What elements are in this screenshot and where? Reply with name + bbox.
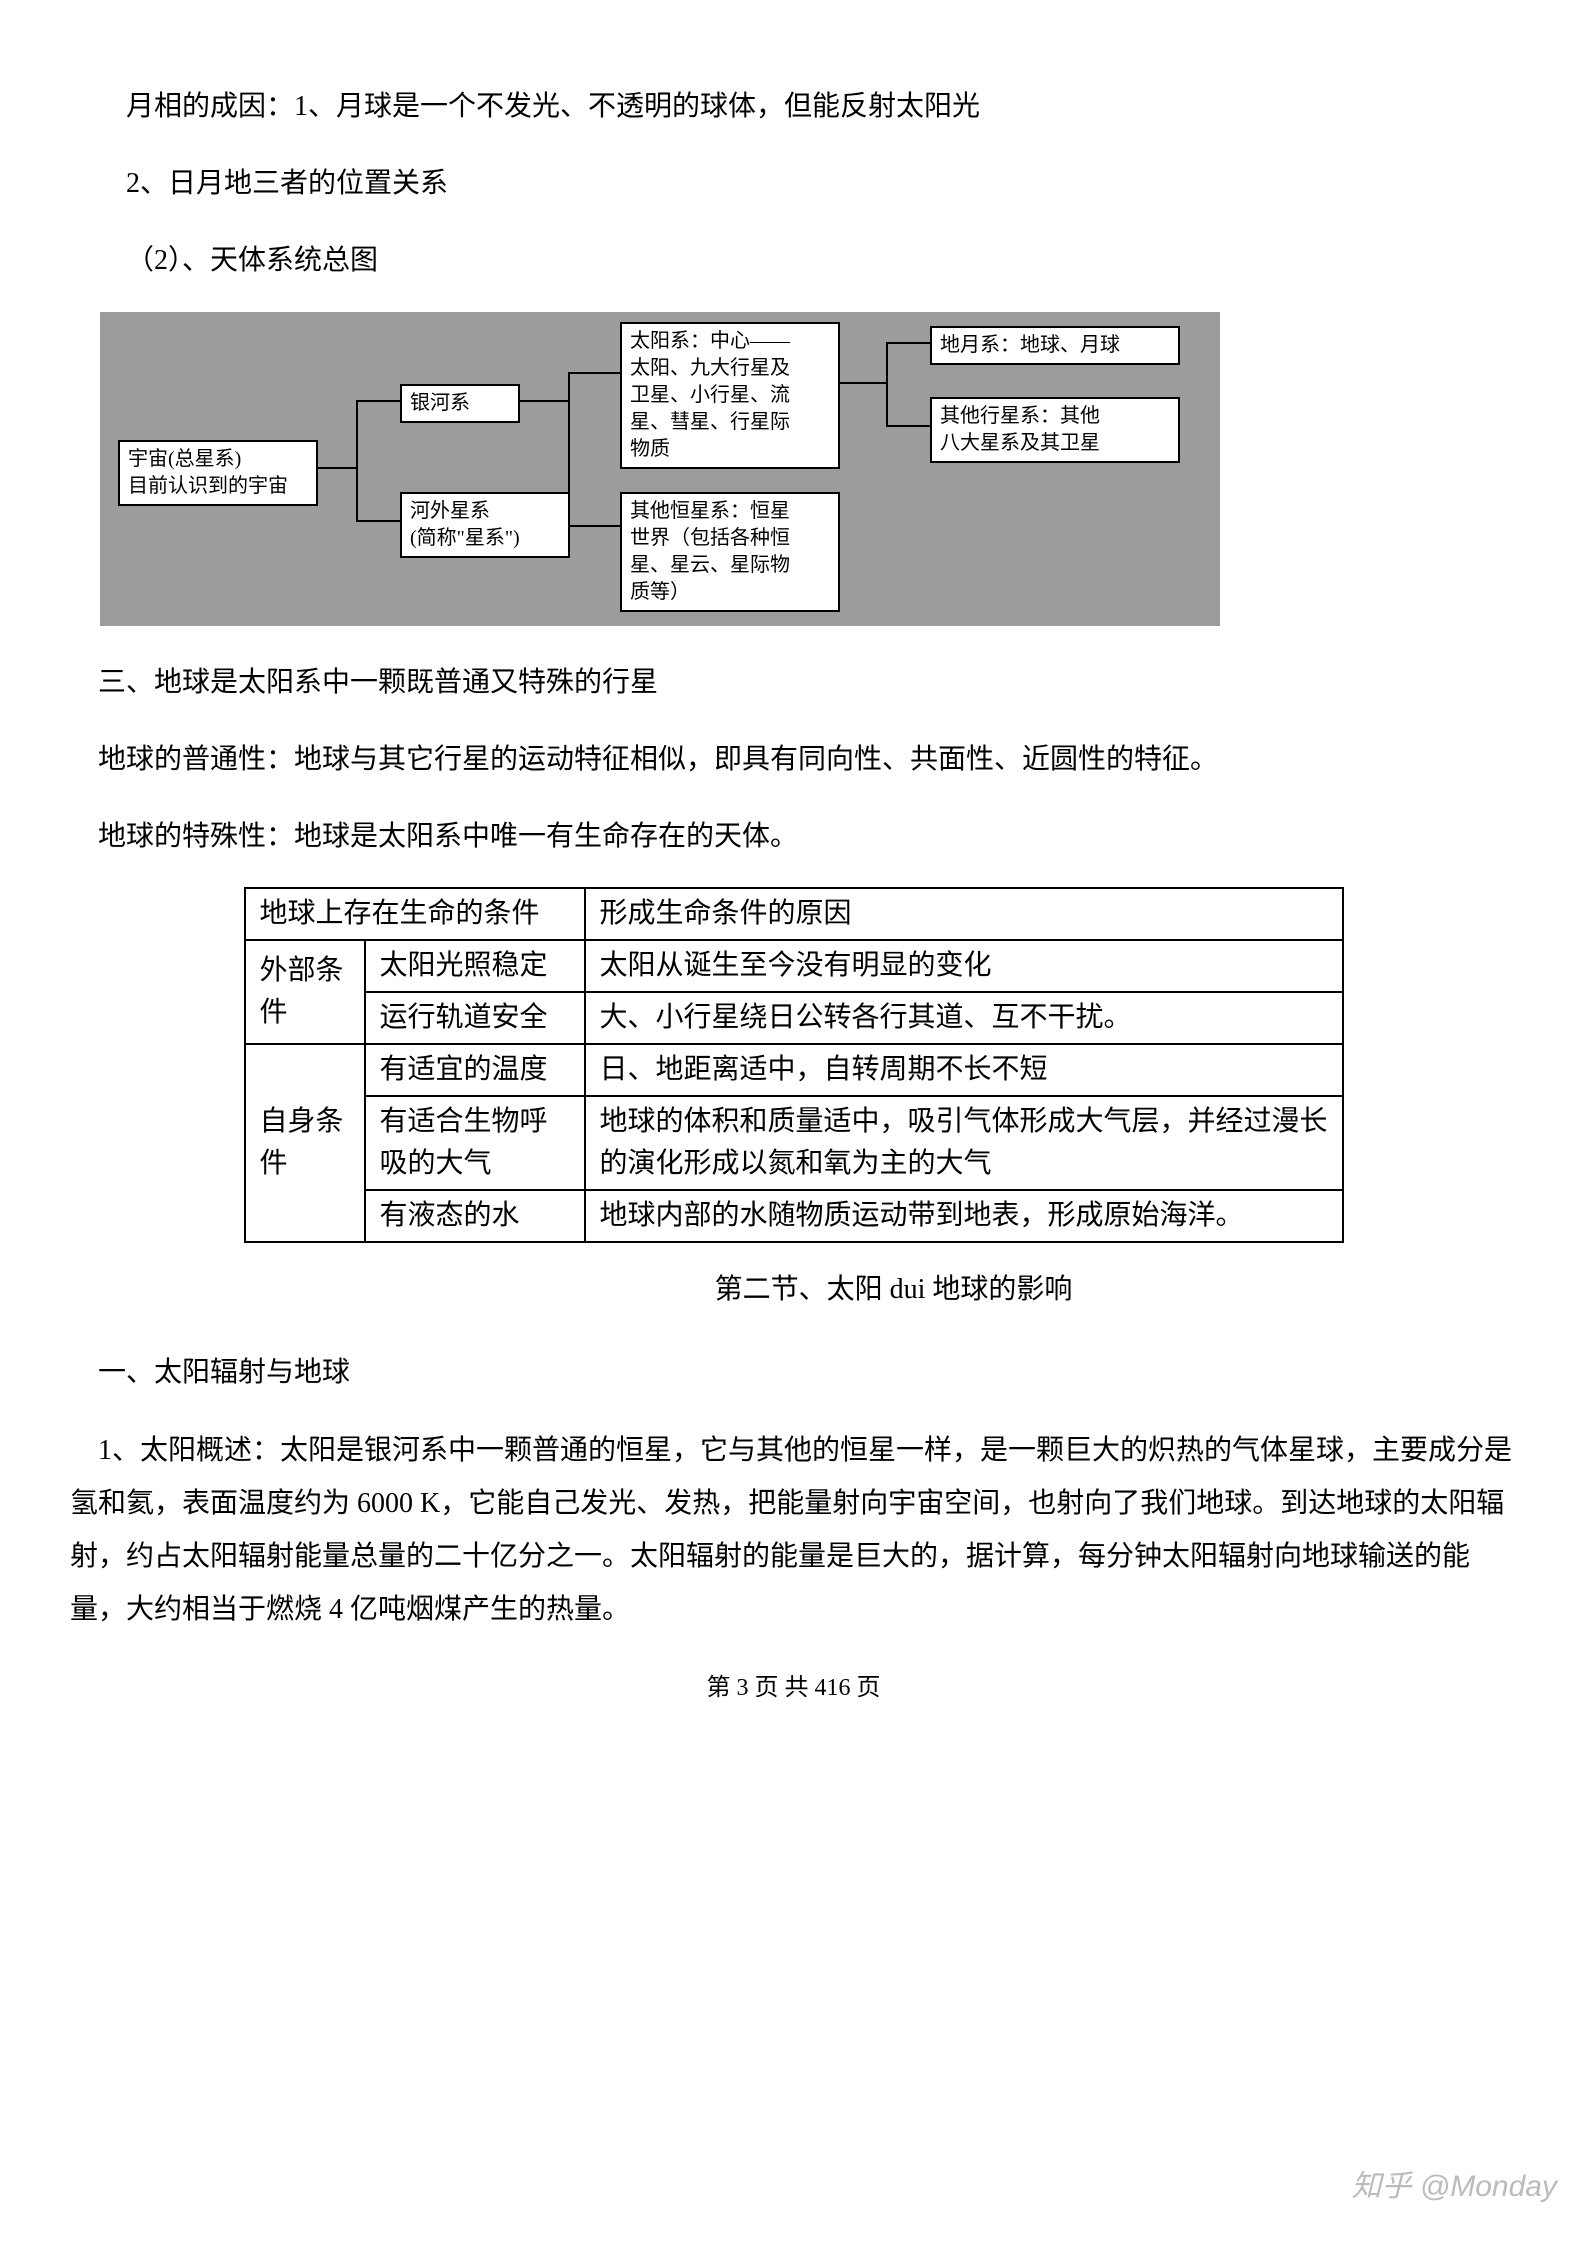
- diagram-box-other-star-systems: 其他恒星系：恒星世界（包括各种恒星、星云、星际物质等）: [620, 492, 840, 612]
- diagram-connector: [886, 342, 930, 344]
- diagram-box-milky-way: 银河系: [400, 384, 520, 423]
- diagram-box-universe: 宇宙(总星系)目前认识到的宇宙: [118, 440, 318, 506]
- table-group-self: 自身条件: [245, 1044, 365, 1242]
- subsection-1-title: 一、太阳辐射与地球: [70, 1346, 1517, 1399]
- section-3-title: 三、地球是太阳系中一颗既普通又特殊的行星: [70, 656, 1517, 709]
- table-row: 自身条件 有适宜的温度 日、地距离适中，自转周期不长不短: [245, 1044, 1343, 1096]
- diagram-connector: [840, 382, 888, 384]
- diagram-connector: [356, 400, 400, 402]
- diagram-connector: [568, 525, 620, 527]
- diagram-connector: [886, 425, 930, 427]
- diagram-box-earth-moon: 地月系：地球、月球: [930, 326, 1180, 365]
- diagram-connector: [568, 372, 570, 527]
- table-cell-reason: 地球的体积和质量适中，吸引气体形成大气层，并经过漫长的演化形成以氮和氧为主的大气: [585, 1096, 1343, 1190]
- table-cell-condition: 运行轨道安全: [365, 992, 585, 1044]
- table-cell-condition: 有适合生物呼吸的大气: [365, 1096, 585, 1190]
- diagram-box-other-planets: 其他行星系：其他八大星系及其卫星: [930, 397, 1180, 463]
- table-cell-reason: 太阳从诞生至今没有明显的变化: [585, 940, 1343, 992]
- table-cell-condition: 有适宜的温度: [365, 1044, 585, 1096]
- diagram-connector: [568, 372, 620, 374]
- diagram-box-solar-system: 太阳系：中心——太阳、九大行星及卫星、小行星、流星、彗星、行星际物质: [620, 322, 840, 469]
- table-header-conditions: 地球上存在生命的条件: [245, 888, 585, 940]
- paragraph-commonality: 地球的普通性：地球与其它行星的运动特征相似，即具有同向性、共面性、近圆性的特征。: [70, 733, 1517, 786]
- page-footer: 第 3 页 共 416 页: [70, 1666, 1517, 1712]
- table-cell-condition: 有液态的水: [365, 1190, 585, 1242]
- life-conditions-table: 地球上存在生命的条件 形成生命条件的原因 外部条件 太阳光照稳定 太阳从诞生至今…: [244, 887, 1344, 1243]
- table-header-reasons: 形成生命条件的原因: [585, 888, 1343, 940]
- diagram-connector: [520, 400, 570, 402]
- diagram-connector: [886, 342, 888, 427]
- table-row: 运行轨道安全 大、小行星绕日公转各行其道、互不干扰。: [245, 992, 1343, 1044]
- diagram-box-extragalactic: 河外星系(简称"星系"): [400, 492, 570, 558]
- diagram-connector: [356, 400, 358, 522]
- watermark: 知乎 @Monday: [1351, 2158, 1557, 2215]
- table-cell-condition: 太阳光照稳定: [365, 940, 585, 992]
- table-cell-reason: 日、地距离适中，自转周期不长不短: [585, 1044, 1343, 1096]
- table-cell-reason: 大、小行星绕日公转各行其道、互不干扰。: [585, 992, 1343, 1044]
- paragraph-moon-cause-1: 月相的成因：1、月球是一个不发光、不透明的球体，但能反射太阳光: [70, 80, 1517, 133]
- celestial-system-diagram: 宇宙(总星系)目前认识到的宇宙 银河系 河外星系(简称"星系") 太阳系：中心—…: [100, 312, 1220, 626]
- table-header-row: 地球上存在生命的条件 形成生命条件的原因: [245, 888, 1343, 940]
- paragraph-moon-cause-2: 2、日月地三者的位置关系: [70, 157, 1517, 210]
- section-2-title: 第二节、太阳 dui 地球的影响: [70, 1263, 1517, 1316]
- paragraph-sun-overview: 1、太阳概述：太阳是银河系中一颗普通的恒星，它与其他的恒星一样，是一颗巨大的炽热…: [70, 1424, 1517, 1637]
- diagram-connector: [356, 520, 400, 522]
- paragraph-system-diagram-title: （2）、天体系统总图: [70, 234, 1517, 287]
- table-row: 有适合生物呼吸的大气 地球的体积和质量适中，吸引气体形成大气层，并经过漫长的演化…: [245, 1096, 1343, 1190]
- table-group-external: 外部条件: [245, 940, 365, 1044]
- paragraph-particularity: 地球的特殊性：地球是太阳系中唯一有生命存在的天体。: [70, 810, 1517, 863]
- table-row: 有液态的水 地球内部的水随物质运动带到地表，形成原始海洋。: [245, 1190, 1343, 1242]
- table-row: 外部条件 太阳光照稳定 太阳从诞生至今没有明显的变化: [245, 940, 1343, 992]
- diagram-connector: [318, 467, 358, 469]
- table-cell-reason: 地球内部的水随物质运动带到地表，形成原始海洋。: [585, 1190, 1343, 1242]
